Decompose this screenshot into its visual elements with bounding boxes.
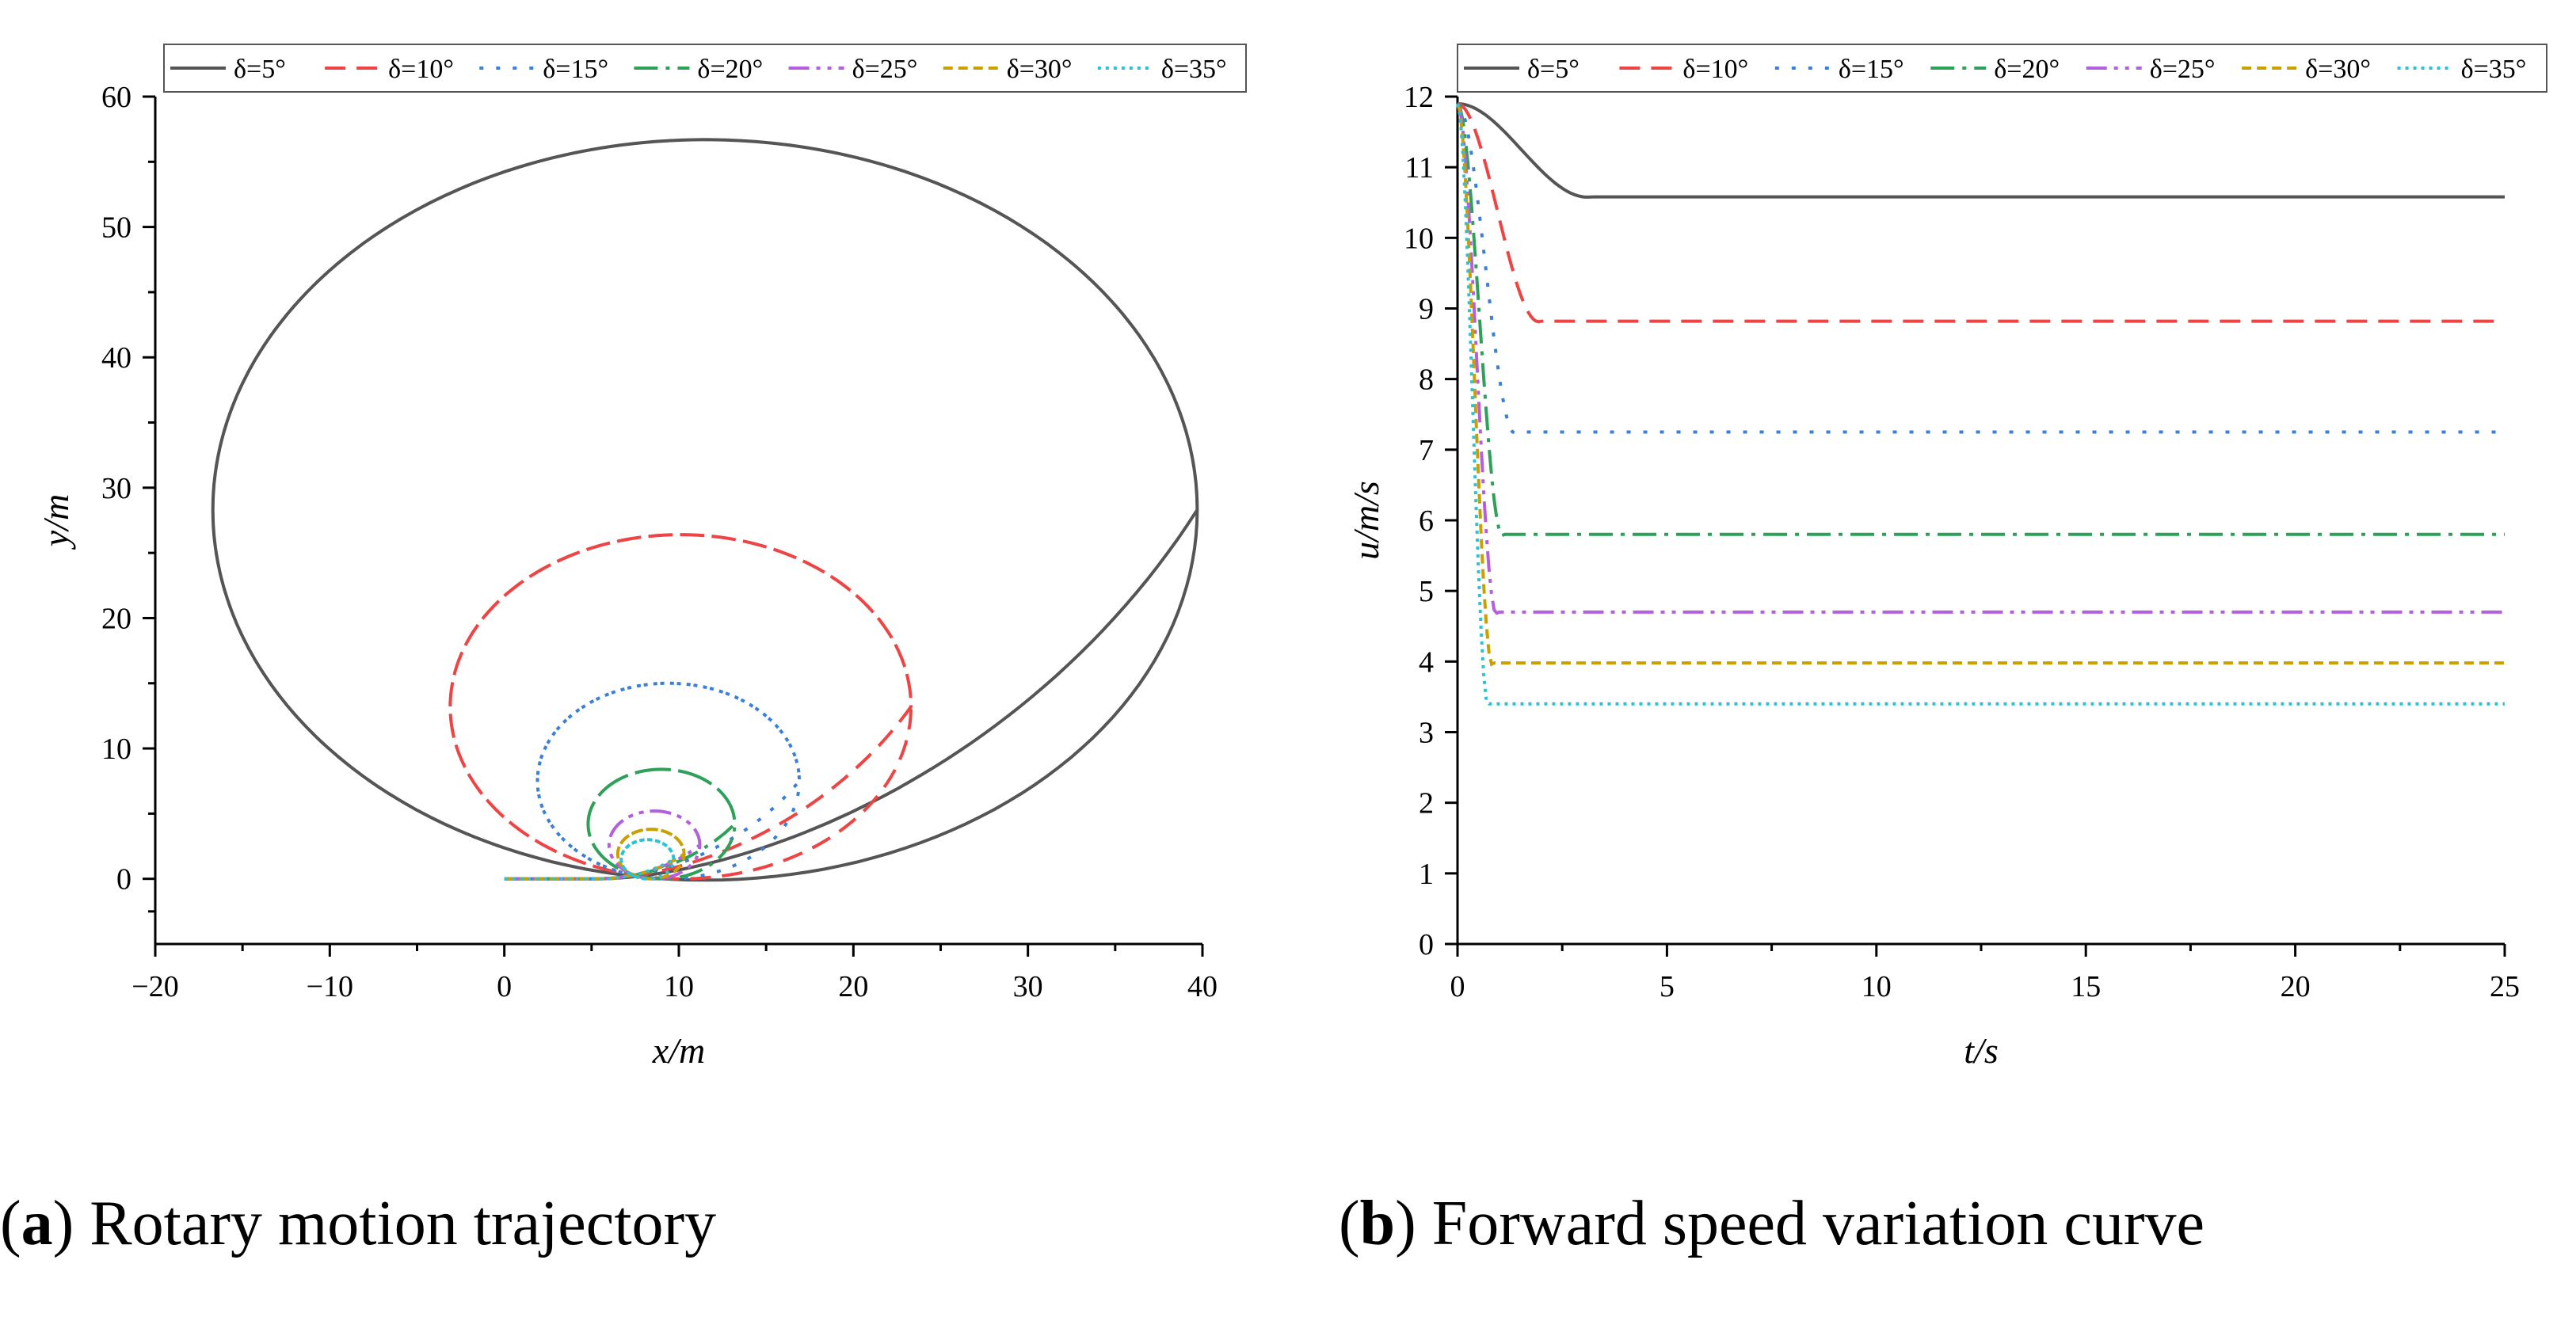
x-tick-label: 30 [1013, 970, 1043, 1003]
x-tick-label: 10 [1862, 970, 1892, 1003]
trajectory-line [504, 809, 702, 881]
trajectory-line [504, 681, 802, 881]
speed-line [1457, 101, 2505, 324]
y-tick-label: 1 [1419, 858, 1434, 891]
legend-label: δ=5° [234, 55, 286, 84]
y-tick-label: 3 [1419, 717, 1434, 750]
x-tick-label: 40 [1187, 970, 1218, 1003]
x-tick-label: −10 [307, 970, 353, 1003]
trajectory-line [504, 838, 676, 881]
legend-label: δ=15° [543, 55, 608, 84]
y-tick-label: 10 [1404, 222, 1434, 255]
legend-label: δ=25° [852, 55, 918, 84]
y-tick-label: 2 [1419, 787, 1434, 820]
legend-label: δ=30° [1007, 55, 1073, 84]
x-tick-label: 10 [664, 970, 694, 1003]
y-tick-label: 9 [1419, 293, 1434, 326]
y-tick-label: 12 [1404, 81, 1434, 114]
speed-line [1456, 103, 2505, 667]
y-tick-label: 50 [101, 211, 131, 245]
x-axis-label: x/m [652, 1030, 705, 1071]
y-tick-label: 4 [1419, 645, 1434, 679]
y-tick-label: 40 [101, 341, 131, 375]
x-tick-label: 20 [2281, 970, 2311, 1003]
caption-b-letter: b [1359, 1189, 1396, 1258]
legend-label: δ=30° [2305, 55, 2371, 84]
y-tick-label: 60 [101, 81, 131, 114]
speed-line [1456, 103, 2505, 706]
x-axis-label: t/s [1964, 1030, 1998, 1071]
trajectory-chart: −20 −10 0 10 20 30 40 0 10 20 30 40 50 60 x/m y/m δ=5° δ=… [36, 44, 1247, 1071]
caption-a: (a) Rotary motion trajectory [0, 1189, 717, 1258]
y-tick-label: 8 [1419, 364, 1434, 397]
legend-label: δ=10° [1682, 55, 1748, 84]
x-tick-label: 15 [2071, 970, 2101, 1003]
y-axis-label: u/m/s [1346, 481, 1386, 560]
legend-label: δ=10° [388, 55, 454, 84]
legend-label: δ=25° [2150, 55, 2216, 84]
trajectory-line [504, 767, 737, 881]
y-tick-label: 30 [101, 472, 131, 505]
caption-b: (b) Forward speed variation curve [1339, 1189, 2204, 1258]
y-tick-label: 6 [1419, 504, 1434, 538]
x-tick-label: 5 [1660, 970, 1675, 1003]
y-tick-label: 20 [101, 602, 131, 635]
speed-line [1456, 103, 2505, 615]
trajectory-line [211, 138, 1199, 882]
y-tick-label: 5 [1419, 575, 1434, 608]
legend-label: δ=20° [1994, 55, 2060, 84]
y-tick-label: 7 [1419, 434, 1434, 467]
speed-line [1456, 102, 2505, 538]
y-tick-label: 0 [1419, 928, 1434, 961]
legend-label: δ=20° [697, 55, 763, 84]
caption-b-text: Forward speed variation curve [1416, 1189, 2204, 1258]
speed-line [1457, 101, 2505, 199]
y-tick-label: 11 [1404, 151, 1434, 185]
legend-label: δ=15° [1839, 55, 1904, 84]
legend-label: δ=35° [1161, 55, 1227, 84]
x-tick-label: 25 [2490, 970, 2520, 1003]
legend-label: δ=35° [2461, 55, 2527, 84]
trajectory-line [448, 533, 913, 881]
x-tick-label: 0 [497, 970, 512, 1003]
caption-a-letter: a [21, 1189, 53, 1258]
y-tick-label: 0 [116, 863, 131, 896]
x-tick-label: 20 [838, 970, 868, 1003]
caption-a-text: Rotary motion trajectory [74, 1189, 717, 1258]
x-tick-label: 0 [1450, 970, 1465, 1003]
y-tick-label: 10 [101, 733, 131, 766]
speed-line [1456, 102, 2505, 435]
y-axis-label: y/m [36, 494, 76, 550]
legend-label: δ=5° [1527, 55, 1580, 84]
x-tick-label: −20 [131, 970, 178, 1003]
